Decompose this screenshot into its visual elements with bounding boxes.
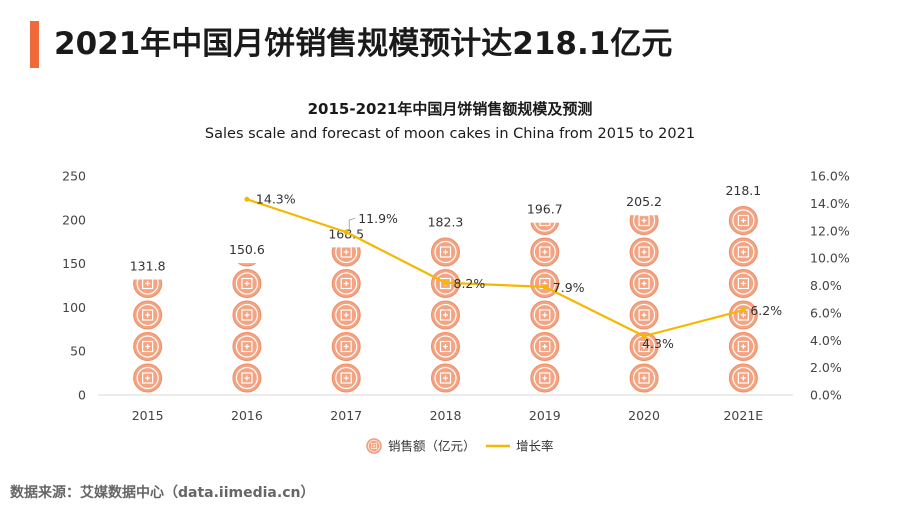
chart-title: 2015-2021年中国月饼销售额规模及预测 [307,100,593,118]
growth-rate-label: 6.2% [750,303,782,318]
y-left-tick-label: 200 [62,212,86,227]
y-right-tick-label: 0.0% [810,388,842,403]
y-right-tick-label: 8.0% [810,278,842,293]
growth-rate-point [443,280,448,286]
x-tick-label: 2018 [430,408,462,423]
bar-value-label: 196.7 [527,202,563,217]
growth-rate-label: 11.9% [358,211,398,226]
legend-bar-swatch [366,438,382,454]
bar [728,205,758,393]
x-tick-label: 2016 [231,408,263,423]
bar-value-label: 150.6 [229,242,265,257]
growth-rate-label: 14.3% [256,191,296,206]
y-right-tick-label: 16.0% [810,169,850,184]
bar-value-label: 182.3 [428,214,464,229]
bar-value-label: 205.2 [626,194,662,209]
x-tick-label: 2017 [330,408,362,423]
bar [530,222,560,393]
page-title: 2021年中国月饼销售规模预计达218.1亿元 [54,26,673,62]
x-tick-label: 2019 [529,408,561,423]
bar [430,237,461,393]
title-accent-bar [30,21,39,68]
source-note: 数据来源：艾媒数据中心（data.iimedia.cn） [10,485,315,501]
label-leader [348,217,356,231]
bar-value-label: 218.1 [725,183,761,198]
growth-rate-point [641,333,647,339]
growth-rate-label: 4.3% [642,336,674,351]
y-right-tick-label: 12.0% [810,223,850,238]
y-left-tick-label: 250 [62,169,86,184]
y-left-tick-label: 50 [70,344,86,359]
bar [133,279,163,393]
growth-rate-line [246,198,744,338]
y-left-tick-label: 100 [62,300,86,315]
y-right-tick-label: 10.0% [810,251,850,266]
x-tick-label: 2015 [132,408,164,423]
x-tick-label: 2020 [628,408,660,423]
x-tick-label: 2021E [723,408,763,423]
growth-rate-label: 8.2% [454,276,486,291]
growth-rate-label: 7.9% [553,280,585,295]
y-right-tick-label: 6.0% [810,305,842,320]
bar [629,215,659,393]
legend-line-label: 增长率 [516,439,554,454]
legend-bar-label: 销售额（亿元） [388,439,476,454]
bar-value-label: 131.8 [130,259,166,274]
growth-rate-point [343,229,349,235]
y-right-tick-label: 2.0% [810,360,842,375]
y-right-tick-label: 14.0% [810,196,850,211]
growth-rate-point [740,307,746,313]
y-right-tick-label: 4.0% [810,333,842,348]
chart-subtitle: Sales scale and forecast of moon cakes i… [204,126,696,142]
bar [331,247,361,393]
growth-rate-point [542,284,548,290]
bar [232,263,262,393]
y-left-tick-label: 150 [62,256,86,271]
y-left-tick-label: 0 [78,388,86,403]
growth-rate-point [244,196,250,202]
